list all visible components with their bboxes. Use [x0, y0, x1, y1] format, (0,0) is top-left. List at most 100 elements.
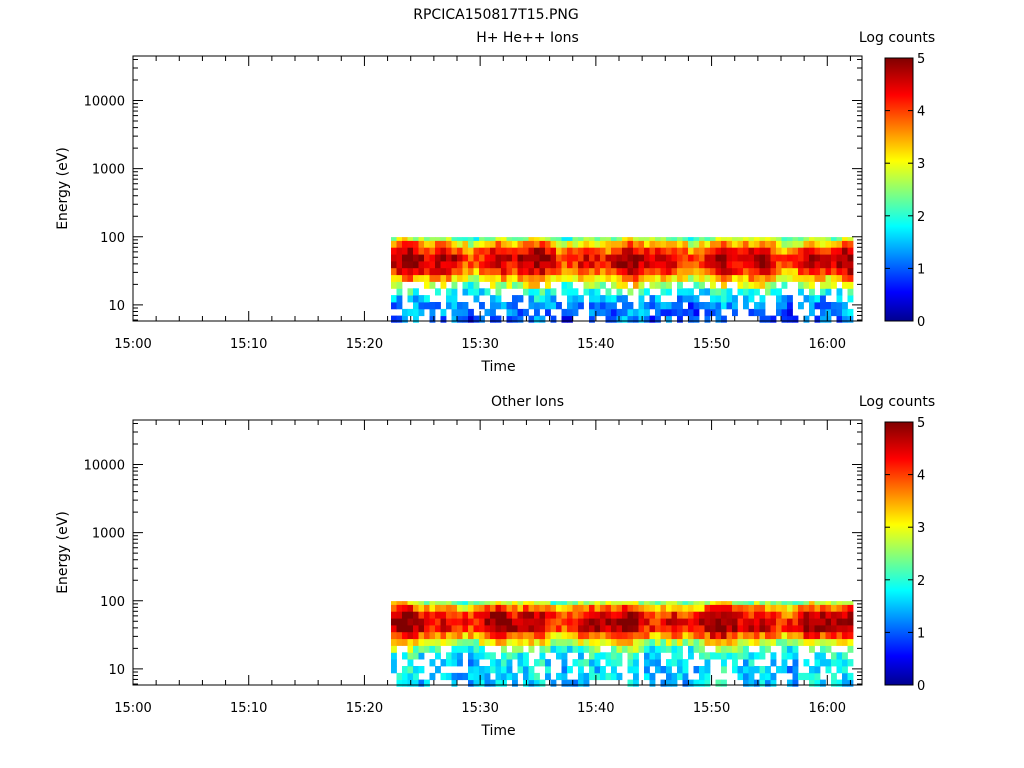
heatmap-cell: [765, 604, 771, 612]
heatmap-cell: [572, 295, 579, 303]
heatmap-cell: [567, 611, 573, 619]
heatmap-cell: [391, 645, 397, 653]
heatmap-cell: [545, 254, 551, 262]
heatmap-cell: [759, 295, 766, 303]
heatmap-cell: [759, 274, 766, 282]
heatmap-cell: [825, 267, 832, 276]
heatmap-cell: [501, 240, 507, 248]
heatmap-cell: [391, 618, 397, 626]
heatmap-cell: [776, 237, 782, 241]
heatmap-cell: [462, 315, 469, 323]
heatmap-cell: [627, 302, 634, 310]
heatmap-cell: [589, 308, 595, 317]
heatmap-cell: [484, 288, 491, 296]
heatmap-cell: [754, 274, 760, 282]
heatmap-cell: [561, 274, 568, 282]
heatmap-cell: [682, 679, 689, 687]
heatmap-cell: [693, 281, 700, 289]
heatmap-cell: [688, 254, 694, 262]
heatmap-cell: [517, 308, 524, 317]
heatmap-cell: [836, 302, 843, 310]
heatmap-cell: [831, 247, 837, 255]
heatmap-cell: [473, 604, 480, 612]
heatmap-cell: [792, 618, 799, 626]
heatmap-cell: [781, 237, 788, 241]
heatmap-cell: [611, 254, 617, 262]
heatmap-cell: [490, 274, 496, 282]
heatmap-cell: [484, 274, 491, 282]
heatmap-cell: [435, 247, 441, 255]
heatmap-cell: [528, 601, 535, 605]
heatmap-cell: [666, 254, 672, 262]
heatmap-cell: [473, 281, 480, 289]
heatmap-cell: [506, 237, 513, 241]
heatmap-cell: [644, 672, 650, 681]
heatmap-cell: [732, 652, 738, 660]
heatmap-cell: [506, 638, 513, 646]
heatmap-cell: [655, 308, 661, 317]
heatmap-cell: [583, 631, 590, 640]
heatmap-cell: [495, 672, 502, 681]
heatmap-cell: [677, 618, 683, 626]
heatmap-cell: [550, 295, 557, 303]
heatmap-cell: [704, 254, 711, 262]
heatmap-cell: [770, 625, 777, 633]
heatmap-cell: [506, 308, 513, 317]
heatmap-cell: [809, 638, 815, 646]
heatmap-cell: [429, 261, 436, 269]
heatmap-cell: [572, 679, 579, 687]
heatmap-cell: [435, 302, 441, 310]
heatmap-cell: [418, 237, 425, 241]
heatmap-cell: [693, 240, 700, 248]
heatmap-cell: [517, 315, 524, 323]
heatmap-cell: [413, 604, 419, 612]
heatmap-cell: [589, 638, 595, 646]
heatmap-cell: [770, 237, 777, 241]
heatmap-cell: [572, 261, 579, 269]
heatmap-cell: [594, 631, 601, 640]
heatmap-cell: [424, 295, 430, 303]
heatmap-cell: [600, 652, 606, 660]
heatmap-cell: [649, 672, 656, 681]
heatmap-cell: [611, 240, 617, 248]
heatmap-cell: [567, 601, 573, 605]
heatmap-cell: [655, 611, 661, 619]
heatmap-cell: [539, 295, 546, 303]
heatmap-cell: [671, 645, 678, 653]
heatmap-cell: [704, 267, 711, 276]
heatmap-cell: [567, 302, 573, 310]
heatmap-cell: [671, 618, 678, 626]
heatmap-cell: [561, 631, 568, 640]
heatmap-cell: [446, 302, 452, 310]
heatmap-cell: [545, 267, 551, 276]
heatmap-cell: [556, 254, 562, 262]
heatmap-cell: [490, 247, 496, 255]
heatmap-cell: [490, 254, 496, 262]
heatmap-cell: [545, 611, 551, 619]
heatmap-cell: [633, 604, 639, 612]
heatmap-cell: [831, 672, 837, 681]
heatmap-cell: [473, 666, 480, 674]
heatmap-cell: [484, 604, 491, 612]
heatmap-cell: [501, 672, 507, 681]
heatmap-cell: [754, 679, 760, 687]
heatmap-cell: [396, 281, 403, 289]
heatmap-cell: [528, 645, 535, 653]
heatmap-cell: [594, 288, 601, 296]
heatmap-cell: [583, 254, 590, 262]
heatmap-cell: [792, 672, 799, 681]
heatmap-cell: [413, 679, 419, 687]
heatmap-cell: [809, 666, 815, 674]
heatmap-cell: [633, 247, 639, 255]
heatmap-cell: [561, 267, 568, 276]
heatmap-cell: [836, 267, 843, 276]
heatmap-cell: [638, 281, 645, 289]
heatmap-cell: [622, 604, 628, 612]
heatmap-cell: [776, 261, 782, 269]
heatmap-cell: [396, 267, 403, 276]
heatmap-cell: [748, 274, 755, 282]
heatmap-cell: [567, 274, 573, 282]
heatmap-cell: [688, 611, 694, 619]
heatmap-cell: [759, 237, 766, 241]
heatmap-cell: [677, 631, 683, 640]
